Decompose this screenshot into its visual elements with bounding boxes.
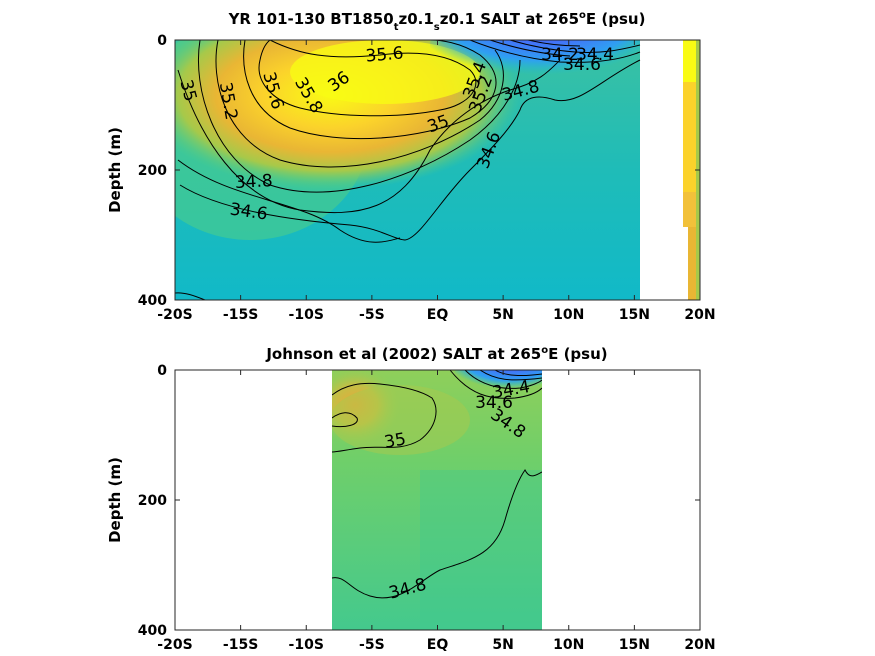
x-tick-label: -10S <box>289 637 324 653</box>
contour-label: 34.6 <box>563 55 601 75</box>
bottom-title: Johnson et al (2002) SALT at 265oE (psu) <box>265 345 607 363</box>
bottom-y-axis: 0 200 400 <box>138 363 700 639</box>
x-tick-label: EQ <box>427 307 449 323</box>
x-tick-label: EQ <box>427 637 449 653</box>
contour-label: 35.6 <box>365 43 404 66</box>
y-tick-label: 200 <box>138 493 167 509</box>
bottom-contours <box>332 370 542 599</box>
x-tick-label: 15N <box>619 637 650 653</box>
x-tick-label: -5S <box>359 307 385 323</box>
contour-label: 34.4 <box>576 45 614 65</box>
contour-label: 34.6 <box>475 393 513 413</box>
top-contours <box>175 40 641 300</box>
x-tick-label: 20N <box>684 637 715 653</box>
bottom-panel: Johnson et al (2002) SALT at 265oE (psu)… <box>106 345 716 653</box>
x-tick-label: -20S <box>157 637 192 653</box>
y-tick-label: 0 <box>157 33 167 49</box>
y-tick-label: 400 <box>138 623 167 639</box>
y-tick-label: 400 <box>138 293 167 309</box>
top-x-axis: -20S -15S -10S -5S EQ 5N 10N 15N 20N <box>157 40 716 323</box>
x-tick-label: -15S <box>223 637 258 653</box>
top-y-axis: 0 200 400 <box>138 33 700 309</box>
top-title: YR 101-130 BT1850tz0.1sz0.1 SALT at 265o… <box>228 10 646 33</box>
y-tick-label: 200 <box>138 163 167 179</box>
x-tick-label: -20S <box>157 307 192 323</box>
x-tick-label: -15S <box>223 307 258 323</box>
top-salinity-field <box>175 40 700 300</box>
contour-label: 35 <box>383 429 408 452</box>
contour-label: 34.2 <box>541 45 579 65</box>
contour-label: 34.8 <box>234 171 273 193</box>
x-tick-label: 5N <box>492 637 513 653</box>
x-tick-label: 15N <box>619 307 650 323</box>
x-tick-label: 20N <box>684 307 715 323</box>
top-y-axis-label: Depth (m) <box>106 127 124 213</box>
x-tick-label: -5S <box>359 637 385 653</box>
x-tick-label: -10S <box>289 307 324 323</box>
x-tick-label: 10N <box>553 307 584 323</box>
bottom-x-axis: -20S -15S -10S -5S EQ 5N 10N 15N 20N <box>157 370 716 653</box>
top-panel: YR 101-130 BT1850tz0.1sz0.1 SALT at 265o… <box>106 10 716 323</box>
x-tick-label: 5N <box>492 307 513 323</box>
x-tick-label: 10N <box>553 637 584 653</box>
bottom-y-axis-label: Depth (m) <box>106 457 124 543</box>
y-tick-label: 0 <box>157 363 167 379</box>
